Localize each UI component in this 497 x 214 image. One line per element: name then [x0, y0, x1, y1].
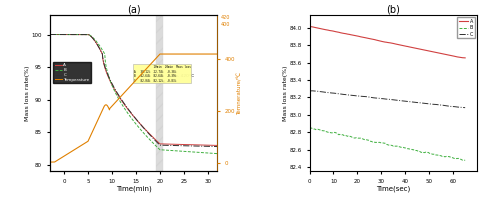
Temperature	[179, 53, 185, 55]
C	[124, 106, 130, 108]
Y-axis label: Mass loss rate(%): Mass loss rate(%)	[25, 65, 30, 121]
B	[448, 156, 454, 159]
Bar	[157, 15, 163, 171]
C	[179, 144, 185, 147]
C	[448, 105, 454, 108]
Temperature	[157, 53, 163, 55]
C	[209, 145, 215, 148]
B	[399, 146, 405, 149]
A	[462, 56, 468, 59]
C	[438, 104, 444, 106]
Line: C: C	[50, 34, 217, 147]
Text: 400: 400	[221, 22, 230, 27]
B	[128, 117, 134, 119]
Legend: A, B, C: A, B, C	[457, 17, 475, 38]
B	[438, 155, 444, 157]
X-axis label: Time(min): Time(min)	[116, 185, 152, 192]
B	[307, 127, 313, 129]
C	[307, 90, 313, 92]
C	[402, 100, 408, 103]
Temperature	[210, 53, 216, 55]
Legend: A, B, C, Temperature: A, B, C, Temperature	[54, 62, 91, 83]
B	[124, 110, 130, 113]
Title: (b): (b)	[386, 4, 400, 14]
Line: Temperature: Temperature	[50, 54, 217, 162]
A	[448, 54, 454, 57]
A	[308, 25, 314, 28]
Temperature	[214, 53, 220, 55]
B	[209, 152, 215, 155]
C	[214, 145, 220, 148]
A	[55, 33, 61, 36]
A	[179, 143, 185, 146]
A	[214, 144, 220, 147]
B	[461, 159, 467, 162]
Temperature	[55, 158, 61, 161]
C	[399, 100, 405, 102]
Y-axis label: Temnerature/℃: Temnerature/℃	[237, 72, 242, 114]
C	[400, 100, 406, 102]
C	[47, 33, 53, 36]
Line: A: A	[310, 27, 465, 58]
A	[402, 45, 408, 47]
A	[399, 44, 405, 47]
A	[47, 33, 53, 36]
A	[209, 144, 215, 147]
A	[400, 44, 406, 47]
A	[307, 25, 313, 28]
C	[128, 112, 134, 114]
Text: 10min  20min  Mass loss
A   38.12%  22.74%  -0.38%
B   42.64%  82.64%  -0.39%
C : 10min 20min Mass loss A 38.12% 22.74% -0…	[134, 65, 190, 83]
B	[402, 147, 408, 149]
B	[307, 127, 313, 129]
Temperature	[47, 161, 53, 163]
C	[209, 145, 215, 148]
B	[214, 152, 220, 155]
Temperature	[209, 53, 215, 55]
Text: 1min, 420°C: 1min, 420°C	[163, 74, 194, 82]
Temperature	[128, 84, 134, 86]
C	[462, 106, 468, 109]
A	[128, 112, 134, 115]
C	[310, 89, 316, 92]
C	[307, 90, 313, 92]
B	[308, 127, 314, 129]
B	[462, 159, 468, 161]
Temperature	[124, 89, 130, 91]
B	[209, 152, 215, 155]
B	[179, 150, 185, 153]
Title: (a): (a)	[127, 4, 140, 14]
X-axis label: Time(sec): Time(sec)	[376, 185, 411, 192]
B	[55, 33, 61, 36]
Line: B: B	[50, 34, 217, 154]
Y-axis label: Mass loss rate(%): Mass loss rate(%)	[283, 65, 288, 121]
A	[438, 52, 444, 55]
C	[462, 106, 468, 109]
C	[55, 33, 61, 36]
Text: 420: 420	[221, 15, 230, 20]
A	[124, 106, 130, 109]
A	[209, 144, 215, 147]
Line: C: C	[310, 91, 465, 108]
Line: B: B	[310, 128, 465, 160]
Line: A: A	[50, 34, 217, 146]
B	[400, 146, 406, 149]
A	[307, 25, 313, 28]
B	[47, 33, 53, 36]
